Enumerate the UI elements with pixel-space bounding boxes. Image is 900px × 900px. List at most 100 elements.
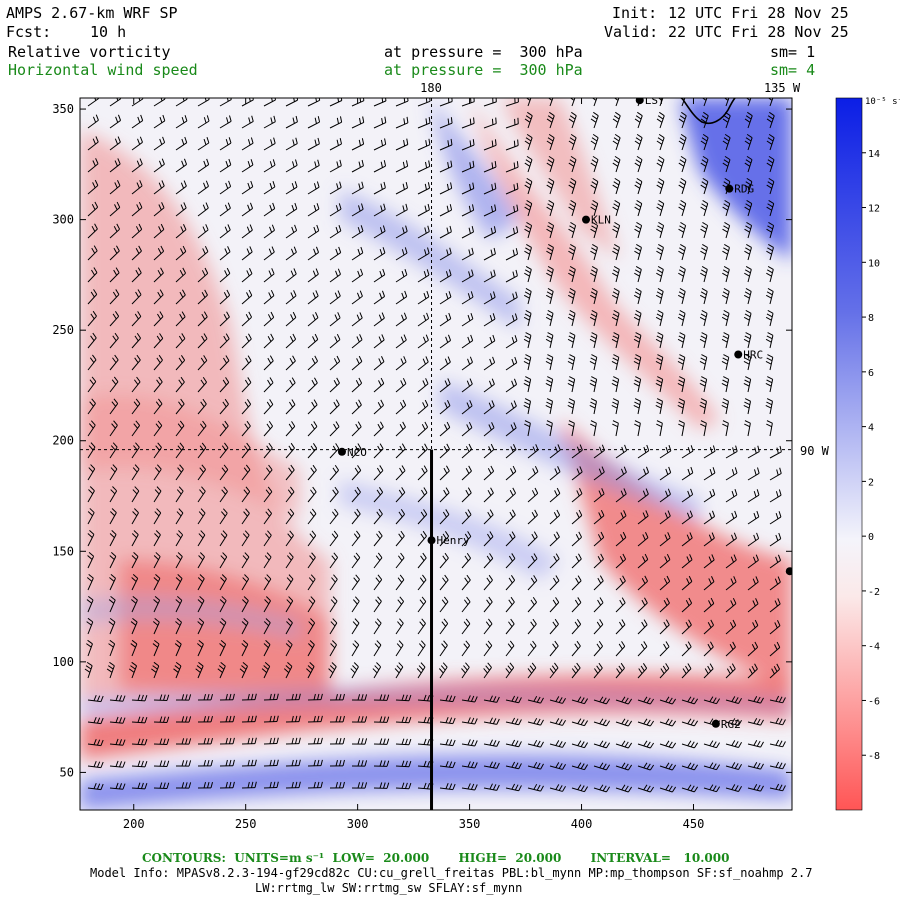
wind-barb — [263, 289, 275, 305]
wind-barb — [611, 376, 620, 393]
wind-barb — [395, 225, 408, 239]
wind-barb — [549, 575, 560, 591]
wind-barb — [109, 398, 119, 415]
wind-barb — [524, 111, 533, 129]
wind-barb — [505, 161, 519, 173]
wind-barb — [351, 760, 368, 767]
wind-barb — [197, 333, 208, 349]
wind-barb — [483, 291, 496, 305]
wind-barb — [655, 354, 664, 371]
wind-barb — [283, 662, 293, 679]
wind-barb — [285, 137, 298, 151]
wind-barb — [417, 160, 431, 173]
wind-barb — [549, 597, 560, 613]
wind-barb — [417, 530, 427, 547]
coastline — [681, 98, 736, 125]
wind-barb — [329, 181, 342, 195]
wind-barb — [525, 98, 532, 107]
wind-barb — [483, 204, 497, 217]
wind-barb — [656, 243, 664, 261]
wind-barb — [659, 575, 671, 591]
wind-barb — [611, 310, 620, 327]
wind-barb — [351, 552, 361, 569]
wind-barb — [505, 662, 515, 679]
wind-barb — [285, 290, 297, 305]
wind-barb — [681, 532, 693, 547]
forecast-label: Fcst: — [6, 23, 52, 41]
wind-barb — [219, 759, 235, 767]
wind-barb — [700, 221, 709, 239]
wind-barb — [373, 508, 383, 525]
wind-barb — [219, 158, 232, 173]
wind-barb — [722, 155, 731, 173]
wind-barb — [681, 445, 694, 459]
wind-barb — [153, 136, 166, 151]
wind-barb — [197, 376, 208, 393]
wind-barb — [263, 737, 279, 745]
wind-barb — [769, 620, 781, 635]
wind-barb — [153, 223, 165, 239]
wind-barb — [524, 133, 533, 151]
wind-barb — [612, 177, 621, 195]
wind-barb — [329, 552, 339, 569]
wind-barb — [263, 181, 276, 195]
wind-barb — [744, 199, 753, 217]
wind-barb — [373, 116, 387, 129]
wind-barb — [681, 466, 694, 481]
wind-barb — [769, 739, 786, 748]
wind-barb — [505, 739, 522, 748]
field1-smooth: sm= 1 — [770, 43, 816, 61]
colorbar-tick-label: 4 — [868, 423, 874, 434]
wind-barb — [175, 552, 183, 569]
field2-smooth: sm= 4 — [770, 61, 816, 79]
wind-barb — [725, 489, 738, 503]
wind-barb — [567, 288, 576, 305]
wind-barb — [656, 420, 663, 437]
wind-barb — [505, 378, 518, 393]
wind-barb — [523, 398, 531, 415]
wind-barb — [677, 376, 686, 393]
wind-barb — [700, 155, 709, 173]
wind-barb — [461, 717, 478, 725]
wind-barb — [197, 715, 213, 723]
wind-barb — [329, 98, 343, 107]
wind-barb — [461, 204, 475, 217]
wind-barbs — [84, 98, 786, 793]
contours-info: CONTOURS: UNITS=m s⁻¹ LOW= 20.000 HIGH= … — [142, 851, 730, 865]
wind-barb — [175, 464, 184, 481]
wind-barb — [549, 640, 559, 657]
wind-barb — [634, 133, 643, 151]
wind-barb — [285, 737, 301, 745]
wind-barb — [569, 98, 576, 107]
valid-time: 22 UTC Fri 28 Nov 25 — [668, 23, 849, 41]
wind-barb — [703, 554, 715, 569]
wind-barb — [656, 266, 664, 283]
wind-barb — [747, 761, 764, 770]
wind-barb — [151, 661, 160, 679]
wind-barb — [197, 759, 213, 767]
station-marker — [785, 567, 792, 576]
wind-barb — [439, 291, 452, 305]
wind-barb — [743, 354, 752, 371]
wind-barb — [197, 158, 210, 173]
wind-barb — [197, 530, 206, 547]
wind-barb — [439, 596, 449, 613]
wind-barb — [241, 311, 253, 327]
wind-barb — [545, 354, 554, 371]
wind-barb — [417, 269, 430, 283]
wind-barb — [241, 596, 249, 613]
wind-barb — [483, 139, 497, 151]
wind-barb — [549, 553, 560, 569]
wind-barb — [263, 618, 271, 635]
wind-barb — [219, 202, 231, 217]
wind-barb — [722, 221, 731, 239]
wind-barb — [350, 662, 359, 679]
wind-barb — [505, 618, 515, 635]
wind-barb — [549, 487, 561, 503]
wind-barb — [87, 761, 104, 769]
wind-barb — [395, 640, 404, 657]
wind-barb — [219, 693, 235, 701]
wind-barb — [329, 246, 342, 261]
wind-barb — [395, 738, 412, 746]
wind-barb — [593, 762, 611, 771]
